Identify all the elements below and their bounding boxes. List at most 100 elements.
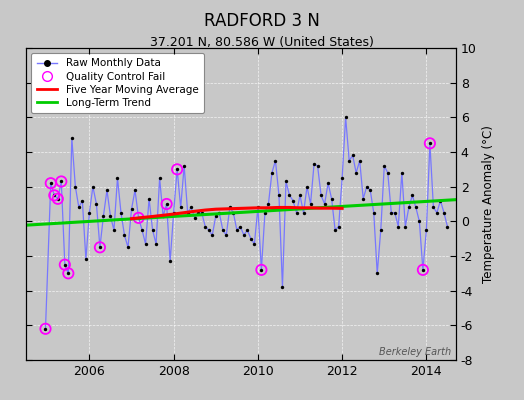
Point: [254, 204, 262, 211]
Legend: Raw Monthly Data, Quality Control Fail, Five Year Moving Average, Long-Term Tren: Raw Monthly Data, Quality Control Fail, …: [31, 53, 204, 113]
Point: [380, 163, 388, 169]
Point: [387, 210, 396, 216]
Point: [243, 227, 252, 233]
Point: [443, 223, 452, 230]
Point: [177, 204, 185, 211]
Point: [331, 227, 340, 233]
Point: [113, 175, 122, 181]
Point: [173, 166, 181, 172]
Point: [345, 158, 353, 164]
Point: [222, 232, 231, 238]
Point: [194, 210, 202, 216]
Point: [338, 175, 346, 181]
Point: [226, 204, 234, 211]
Point: [78, 197, 86, 204]
Point: [377, 227, 385, 233]
Point: [134, 215, 143, 221]
Point: [398, 170, 406, 176]
Point: [117, 210, 125, 216]
Point: [412, 204, 420, 211]
Point: [64, 270, 72, 276]
Point: [233, 227, 241, 233]
Point: [433, 210, 441, 216]
Point: [292, 210, 301, 216]
Y-axis label: Temperature Anomaly (°C): Temperature Anomaly (°C): [482, 125, 495, 283]
Point: [257, 267, 266, 273]
Point: [366, 187, 375, 193]
Point: [334, 223, 343, 230]
Point: [422, 227, 431, 233]
Point: [289, 197, 297, 204]
Point: [134, 215, 143, 221]
Point: [419, 267, 427, 273]
Point: [162, 201, 171, 207]
Point: [384, 170, 392, 176]
Point: [61, 262, 69, 268]
Point: [92, 201, 101, 207]
Point: [219, 227, 227, 233]
Point: [106, 213, 115, 219]
Point: [215, 210, 223, 216]
Point: [436, 197, 444, 204]
Point: [180, 163, 188, 169]
Point: [71, 184, 80, 190]
Point: [257, 267, 266, 273]
Text: 37.201 N, 80.586 W (United States): 37.201 N, 80.586 W (United States): [150, 36, 374, 49]
Point: [82, 256, 90, 263]
Point: [159, 213, 167, 219]
Point: [264, 201, 272, 207]
Point: [89, 184, 97, 190]
Point: [61, 262, 69, 268]
Point: [320, 201, 329, 207]
Point: [41, 326, 50, 332]
Point: [68, 135, 76, 141]
Point: [405, 204, 413, 211]
Point: [127, 206, 136, 212]
Point: [183, 210, 192, 216]
Point: [103, 187, 111, 193]
Point: [394, 223, 402, 230]
Point: [152, 241, 160, 247]
Point: [169, 210, 178, 216]
Point: [236, 223, 245, 230]
Point: [110, 227, 118, 233]
Point: [229, 210, 237, 216]
Point: [285, 192, 293, 198]
Point: [156, 175, 164, 181]
Point: [390, 210, 399, 216]
Point: [99, 213, 107, 219]
Point: [359, 196, 367, 202]
Point: [419, 267, 427, 273]
Point: [198, 210, 206, 216]
Point: [201, 223, 210, 230]
Point: [50, 192, 59, 198]
Point: [247, 236, 255, 242]
Point: [355, 158, 364, 164]
Point: [303, 184, 311, 190]
Point: [212, 213, 220, 219]
Point: [363, 184, 371, 190]
Point: [74, 204, 83, 211]
Point: [96, 244, 104, 250]
Point: [282, 178, 290, 185]
Point: [429, 204, 438, 211]
Point: [173, 166, 181, 172]
Point: [204, 227, 213, 233]
Point: [310, 161, 318, 167]
Point: [328, 196, 336, 202]
Point: [57, 178, 66, 185]
Point: [131, 187, 139, 193]
Point: [64, 270, 72, 276]
Point: [261, 210, 269, 216]
Point: [162, 201, 171, 207]
Point: [208, 232, 216, 238]
Point: [85, 210, 94, 216]
Point: [250, 241, 258, 247]
Point: [57, 178, 66, 185]
Point: [307, 201, 315, 207]
Point: [317, 192, 325, 198]
Point: [96, 244, 104, 250]
Point: [138, 227, 146, 233]
Point: [440, 210, 448, 216]
Point: [50, 192, 59, 198]
